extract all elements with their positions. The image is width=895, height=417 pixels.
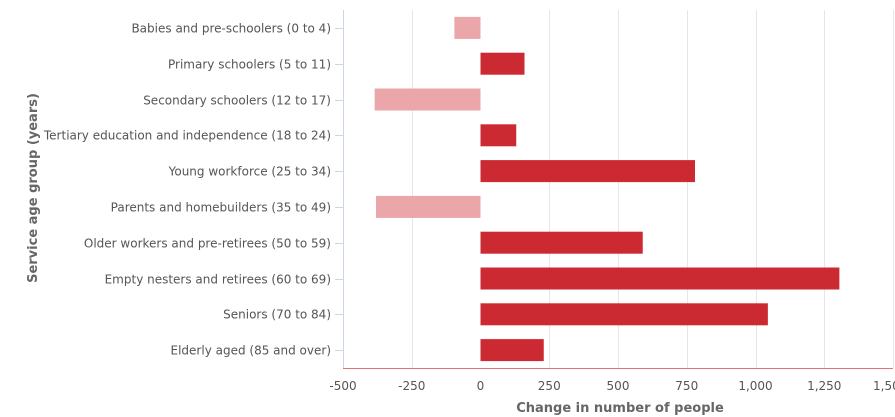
bar[interactable] bbox=[480, 303, 768, 326]
x-tick-label: 500 bbox=[607, 379, 630, 393]
category-label: Secondary schoolers (12 to 17) bbox=[143, 94, 331, 108]
x-tick-label: 1,000 bbox=[738, 379, 772, 393]
category-label: Tertiary education and independence (18 … bbox=[43, 129, 331, 143]
bar[interactable] bbox=[480, 231, 643, 254]
x-tick-label: 1,250 bbox=[807, 379, 841, 393]
bar[interactable] bbox=[480, 160, 696, 183]
category-label: Parents and homebuilders (35 to 49) bbox=[111, 201, 331, 215]
category-label: Primary schoolers (5 to 11) bbox=[168, 58, 331, 72]
x-tick-label: 750 bbox=[675, 379, 698, 393]
axes bbox=[335, 10, 893, 369]
category-label: Empty nesters and retirees (60 to 69) bbox=[105, 273, 331, 287]
bar[interactable] bbox=[480, 52, 525, 75]
bar[interactable] bbox=[454, 16, 481, 39]
x-tick-label: 1,500 bbox=[873, 379, 895, 393]
grid-lines bbox=[343, 10, 894, 368]
x-tick-label: -250 bbox=[398, 379, 425, 393]
x-tick-label: -500 bbox=[329, 379, 356, 393]
bar[interactable] bbox=[374, 88, 481, 111]
bars bbox=[374, 16, 840, 362]
bar[interactable] bbox=[480, 124, 517, 147]
x-tick-labels: -500 -250 0 250 500 750 1,000 1,250 1,500 bbox=[329, 379, 895, 393]
bar[interactable] bbox=[480, 339, 544, 362]
category-labels: Babies and pre-schoolers (0 to 4) Primary… bbox=[43, 22, 331, 358]
x-tick-label: 0 bbox=[477, 379, 485, 393]
category-label: Elderly aged (85 and over) bbox=[171, 344, 331, 358]
x-tick-label: 250 bbox=[538, 379, 561, 393]
bar[interactable] bbox=[376, 195, 481, 218]
category-label: Older workers and pre-retirees (50 to 59… bbox=[84, 237, 331, 251]
bar[interactable] bbox=[480, 267, 840, 290]
x-axis-title: Change in number of people bbox=[516, 401, 724, 416]
category-label: Young workforce (25 to 34) bbox=[168, 165, 331, 179]
y-axis-title: Service age group (years) bbox=[26, 93, 41, 283]
category-label: Seniors (70 to 84) bbox=[223, 308, 331, 322]
category-label: Babies and pre-schoolers (0 to 4) bbox=[131, 22, 331, 36]
